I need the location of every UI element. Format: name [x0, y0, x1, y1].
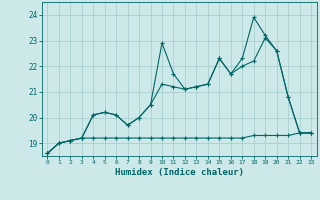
X-axis label: Humidex (Indice chaleur): Humidex (Indice chaleur) — [115, 168, 244, 177]
